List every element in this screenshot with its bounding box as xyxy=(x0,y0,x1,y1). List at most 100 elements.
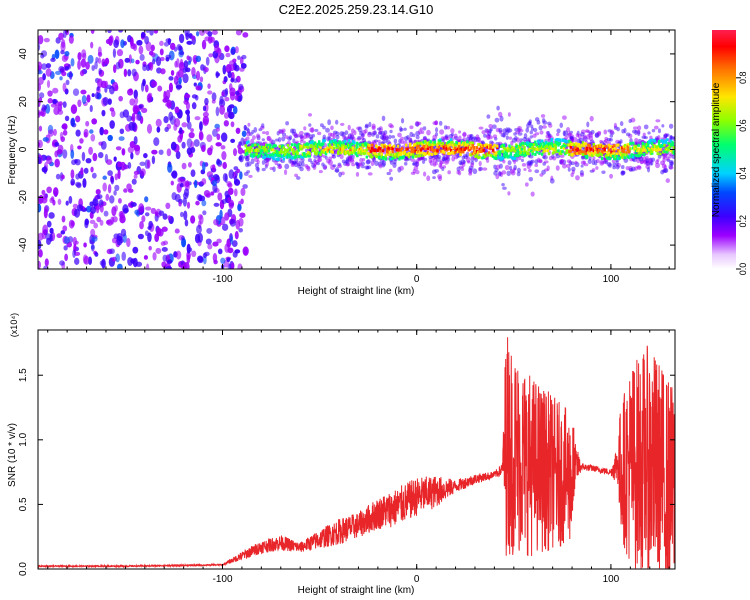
heatmap-cell xyxy=(389,176,394,181)
heatmap-cell xyxy=(139,220,144,230)
heatmap-cell xyxy=(267,155,271,159)
heatmap-cell xyxy=(282,157,286,161)
heatmap-cell xyxy=(550,146,553,150)
heatmap-cell xyxy=(209,144,214,152)
heatmap-cell xyxy=(517,153,521,157)
heatmap-cell xyxy=(472,149,476,153)
heatmap-cell xyxy=(186,147,193,155)
heatmap-cell xyxy=(43,165,47,175)
heatmap-cell xyxy=(466,140,469,144)
heatmap-cell xyxy=(608,151,612,155)
heatmap-cell xyxy=(508,144,511,148)
heatmap-cell xyxy=(85,205,92,213)
heatmap-cell xyxy=(536,147,540,151)
heatmap-cell xyxy=(230,48,236,56)
heatmap-cell xyxy=(144,35,149,45)
heatmap-cell xyxy=(579,170,584,176)
heatmap-cell xyxy=(440,138,446,142)
heatmap-cell xyxy=(588,146,591,150)
heatmap-cell xyxy=(588,144,591,148)
heatmap-cell xyxy=(487,151,491,155)
heatmap-cell xyxy=(398,157,401,161)
heatmap-cell xyxy=(150,207,157,215)
heatmap-cell xyxy=(282,150,286,154)
heatmap-cell xyxy=(421,153,424,157)
heatmap-cell xyxy=(270,154,273,158)
heatmap-cell xyxy=(649,152,653,156)
heatmap-cell xyxy=(118,136,125,141)
heatmap-cell xyxy=(361,149,364,153)
heatmap-cell xyxy=(343,145,347,149)
heatmap-cell xyxy=(606,153,609,157)
heatmap-cell xyxy=(230,138,236,143)
heatmap-cell xyxy=(308,154,311,158)
heatmap-cell xyxy=(213,259,218,265)
heatmap-cell xyxy=(497,150,500,154)
heatmap-cell xyxy=(322,142,325,146)
heatmap-cell xyxy=(387,148,390,152)
heatmap-cell xyxy=(665,156,670,161)
heatmap-cell xyxy=(130,152,134,160)
heatmap-cell xyxy=(38,203,42,213)
heatmap-cell xyxy=(303,154,306,158)
heatmap-cell xyxy=(661,141,665,145)
heatmap-cell xyxy=(434,148,438,152)
heatmap-cell xyxy=(327,119,332,126)
heatmap-cell xyxy=(81,151,86,162)
heatmap-cell xyxy=(574,160,578,165)
heatmap-cell xyxy=(309,136,314,141)
heatmap-cell xyxy=(94,92,100,100)
heatmap-cell xyxy=(130,201,137,207)
heatmap-cell xyxy=(562,144,566,148)
heatmap-cell xyxy=(50,196,55,202)
heatmap-cell xyxy=(305,142,309,146)
snr-series-line xyxy=(38,337,675,569)
heatmap-cell xyxy=(185,109,191,115)
heatmap-cell xyxy=(46,186,52,194)
heatmap-cell xyxy=(61,174,65,180)
heatmap-cell xyxy=(458,144,461,148)
heatmap-cell xyxy=(607,148,610,152)
heatmap-cell xyxy=(588,149,591,153)
heatmap-cell xyxy=(238,217,244,227)
heatmap-cell xyxy=(538,158,543,164)
heatmap-cell xyxy=(297,143,301,147)
heatmap-cell xyxy=(449,148,453,152)
heatmap-cell xyxy=(434,151,438,155)
heatmap-cell xyxy=(448,152,451,156)
heatmap-cell xyxy=(519,143,522,147)
heatmap-cell xyxy=(621,149,624,153)
heatmap-cell xyxy=(313,141,317,145)
heatmap-cell xyxy=(339,154,344,160)
heatmap-cell xyxy=(368,147,371,151)
heatmap-cell xyxy=(288,135,293,140)
heatmap-cell xyxy=(181,122,188,128)
heatmap-cell xyxy=(653,139,657,143)
heatmap-cell xyxy=(273,153,276,157)
heatmap-cell xyxy=(206,171,214,178)
heatmap-cell xyxy=(240,63,247,69)
heatmap-cell xyxy=(224,96,230,102)
heatmap-cell xyxy=(472,151,476,155)
heatmap-cell xyxy=(515,145,518,149)
heatmap-cell xyxy=(463,142,466,146)
heatmap-cell xyxy=(622,145,625,149)
heatmap-cell xyxy=(541,169,546,175)
heatmap-cell xyxy=(565,139,568,143)
heatmap-cell xyxy=(220,132,228,142)
heatmap-cell xyxy=(38,92,45,99)
heatmap-cell xyxy=(202,105,207,112)
heatmap-cell xyxy=(501,145,504,149)
heatmap-cell xyxy=(224,212,230,221)
heatmap-cell xyxy=(191,35,196,41)
heatmap-cell xyxy=(592,156,596,161)
heatmap-cell xyxy=(151,155,156,165)
heatmap-cell xyxy=(666,148,669,152)
heatmap-cell xyxy=(142,64,147,72)
heatmap-cell xyxy=(98,67,102,75)
heatmap-cell xyxy=(38,239,42,250)
heatmap-cell xyxy=(182,197,187,207)
heatmap-cell xyxy=(449,140,453,144)
